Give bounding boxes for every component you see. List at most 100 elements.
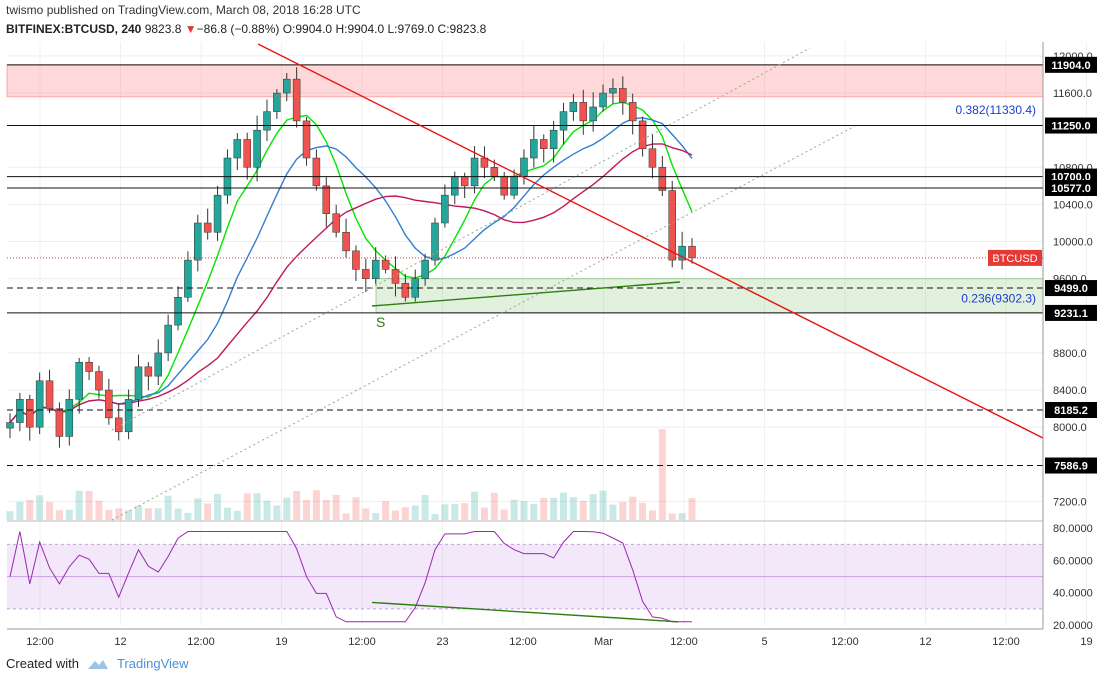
volume-bar: [480, 507, 488, 520]
candle-body: [243, 139, 251, 168]
candle-body: [16, 399, 24, 423]
time-tick-label: 23: [436, 636, 448, 648]
candle-body: [431, 222, 439, 261]
trendlines: [111, 43, 1044, 521]
rsi-line: [9, 531, 692, 623]
volume-bar: [382, 501, 390, 520]
ohlc-line: BITFINEX:BTCUSD, 240 9823.8 ▼−86.8 (−0.8…: [6, 22, 486, 36]
candle-body: [579, 102, 588, 122]
candle-body: [530, 139, 538, 159]
candle-body: [184, 259, 192, 298]
candle-body: [441, 194, 449, 224]
volume-bar: [105, 509, 113, 520]
volume-bar: [619, 501, 627, 520]
candle-body: [263, 111, 271, 131]
price-tick-label: 10400.0: [1053, 199, 1093, 211]
level-price-tag: [1045, 457, 1097, 474]
candle-body: [451, 176, 459, 196]
time-tick-label: 19: [1080, 636, 1092, 648]
candle-body: [668, 190, 676, 261]
volume-bar: [688, 498, 696, 520]
candle-body: [688, 245, 696, 259]
time-tick-label: 19: [275, 636, 287, 648]
candle-body: [421, 259, 429, 279]
volume-bar: [668, 513, 676, 520]
candle-body: [95, 371, 103, 391]
volume-bar: [283, 497, 291, 520]
volume-bar: [303, 499, 311, 520]
volume-bar: [184, 512, 192, 520]
rsi-divergence-line: [371, 601, 679, 623]
candle-body: [144, 366, 153, 377]
candle-body: [648, 148, 657, 168]
volume-bar: [164, 495, 172, 520]
candle-body: [520, 157, 528, 177]
candle-body: [490, 167, 499, 177]
candle-body: [352, 250, 360, 270]
tradingview-link[interactable]: TradingView: [116, 656, 189, 671]
time-tick-label: 12: [919, 636, 931, 648]
level-price-tag: [1045, 117, 1097, 134]
candle-body: [460, 176, 469, 187]
volume-bar: [332, 494, 340, 520]
change-value: −86.8 (−0.88%): [196, 22, 280, 36]
candle-body: [678, 245, 686, 261]
candle-body: [619, 88, 627, 103]
volume-bar: [36, 495, 44, 520]
volume-bar: [471, 491, 479, 520]
volume-bar: [144, 508, 152, 520]
candle-body: [292, 78, 301, 122]
volume-bar: [599, 490, 607, 520]
candle-body: [628, 102, 637, 122]
candle-body: [154, 352, 163, 377]
candle-body: [26, 399, 34, 428]
rsi-pane: [7, 520, 1043, 623]
level-price-tag: [1045, 56, 1097, 73]
candle-body: [510, 176, 518, 196]
rsi-tick-label: 20.0000: [1053, 620, 1093, 632]
candle-body: [609, 88, 617, 94]
volume-bar: [85, 491, 93, 520]
time-tick-label: Mar: [594, 636, 613, 648]
volume-bar: [46, 502, 54, 520]
volume-bar: [75, 490, 83, 520]
symbol-tag-text: BTCUSD: [992, 253, 1037, 265]
moving-averages: [9, 101, 693, 423]
candle-body: [35, 380, 44, 428]
red-downtrend-line: [257, 43, 1044, 439]
chart-grid: [7, 42, 1087, 625]
volume-bar: [639, 502, 647, 520]
volume-bar: [540, 498, 548, 520]
volume-bar: [678, 513, 686, 520]
candle-body: [342, 232, 350, 252]
time-tick-label: 12: [114, 636, 126, 648]
candle-body: [75, 361, 83, 400]
rsi-tick-label: 40.0000: [1053, 588, 1093, 600]
zone-red: [6, 64, 1044, 98]
price-tick-label: 8800.0: [1053, 348, 1087, 360]
volume-bar: [461, 503, 469, 520]
volume-bar: [391, 510, 399, 520]
volume-bar: [253, 493, 261, 520]
volume-bar: [372, 513, 380, 520]
author-link[interactable]: twismo: [6, 3, 44, 17]
fib-label: 0.382(11330.4): [955, 103, 1036, 117]
volume-bar: [352, 497, 360, 520]
level-price-tag: [1045, 401, 1097, 418]
time-tick-label: 5: [761, 636, 767, 648]
level-price-tag-text: 9231.1: [1054, 308, 1088, 320]
time-tick-label: 12:00: [348, 636, 376, 648]
plot-area: [7, 42, 1043, 520]
volume-bar: [322, 499, 330, 520]
volume-bar: [401, 507, 409, 520]
volume-bar: [293, 491, 301, 520]
time-tick-label: 12:00: [992, 636, 1020, 648]
volume-bar: [648, 510, 656, 520]
volume-bar: [194, 498, 202, 520]
candle-body: [549, 129, 558, 149]
candle-body: [470, 157, 479, 187]
volume-bar: [441, 504, 449, 520]
volume-bar: [65, 509, 73, 520]
publish-text: published on TradingView.com, March 08, …: [46, 3, 361, 17]
